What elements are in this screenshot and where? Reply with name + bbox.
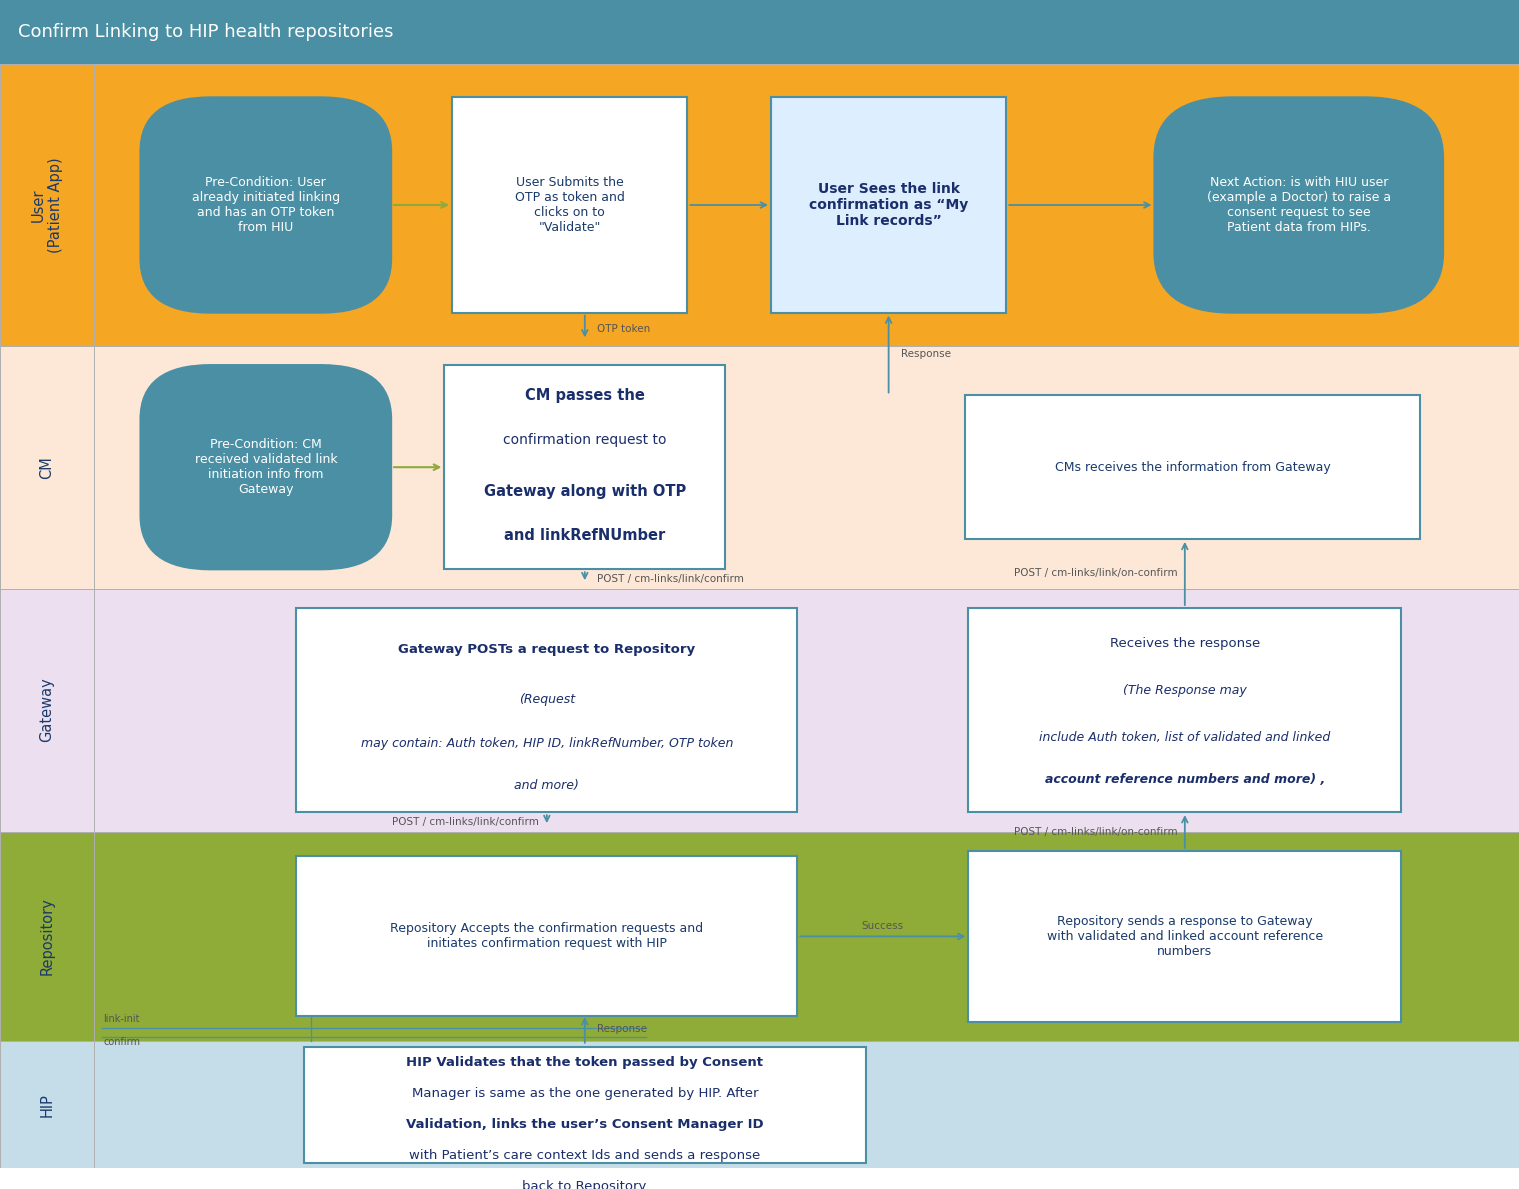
FancyBboxPatch shape bbox=[140, 365, 390, 570]
FancyBboxPatch shape bbox=[0, 589, 1519, 831]
Text: Pre-Condition: CM
received validated link
initiation info from
Gateway: Pre-Condition: CM received validated lin… bbox=[194, 439, 337, 496]
Text: Repository sends a response to Gateway
with validated and linked account referen: Repository sends a response to Gateway w… bbox=[1047, 914, 1323, 958]
Text: Repository Accepts the confirmation requests and
initiates confirmation request : Repository Accepts the confirmation requ… bbox=[390, 923, 703, 950]
Text: Gateway along with OTP: Gateway along with OTP bbox=[483, 484, 687, 499]
Text: POST / cm-links/link/on-confirm: POST / cm-links/link/on-confirm bbox=[1013, 568, 1177, 579]
Text: HIP: HIP bbox=[39, 1093, 55, 1116]
Text: Validation, links the user’s Consent Manager ID: Validation, links the user’s Consent Man… bbox=[406, 1118, 764, 1131]
FancyBboxPatch shape bbox=[296, 608, 797, 812]
FancyBboxPatch shape bbox=[0, 346, 1519, 589]
FancyBboxPatch shape bbox=[0, 1042, 94, 1169]
Text: Response: Response bbox=[901, 350, 951, 359]
FancyBboxPatch shape bbox=[969, 608, 1402, 812]
Text: Pre-Condition: User
already initiated linking
and has an OTP token
from HIU: Pre-Condition: User already initiated li… bbox=[191, 176, 340, 234]
FancyBboxPatch shape bbox=[296, 856, 797, 1017]
Text: back to Repository.: back to Repository. bbox=[521, 1179, 649, 1189]
Text: CMs receives the information from Gateway: CMs receives the information from Gatewa… bbox=[1054, 460, 1331, 473]
Text: POST / cm-links/link/confirm: POST / cm-links/link/confirm bbox=[392, 817, 539, 826]
FancyBboxPatch shape bbox=[140, 97, 390, 313]
Text: confirm: confirm bbox=[103, 1037, 140, 1046]
FancyBboxPatch shape bbox=[965, 396, 1420, 539]
FancyBboxPatch shape bbox=[969, 851, 1402, 1023]
Text: Confirm Linking to HIP health repositories: Confirm Linking to HIP health repositori… bbox=[18, 23, 393, 42]
Text: Manager is same as the one generated by HIP. After: Manager is same as the one generated by … bbox=[412, 1087, 758, 1100]
FancyBboxPatch shape bbox=[304, 1046, 866, 1163]
Text: Success: Success bbox=[861, 920, 904, 931]
Text: and more): and more) bbox=[515, 779, 579, 792]
Text: (Request: (Request bbox=[519, 692, 574, 705]
FancyBboxPatch shape bbox=[1154, 97, 1443, 313]
Text: Repository: Repository bbox=[39, 898, 55, 975]
Text: confirmation request to: confirmation request to bbox=[503, 433, 667, 447]
FancyBboxPatch shape bbox=[444, 365, 726, 570]
FancyBboxPatch shape bbox=[0, 1042, 1519, 1169]
Text: Gateway POSTs a request to Repository: Gateway POSTs a request to Repository bbox=[398, 643, 696, 656]
FancyBboxPatch shape bbox=[0, 346, 94, 589]
FancyBboxPatch shape bbox=[0, 64, 94, 346]
Text: and linkRefNUmber: and linkRefNUmber bbox=[504, 528, 665, 543]
Text: POST / cm-links/link/confirm: POST / cm-links/link/confirm bbox=[597, 574, 744, 584]
Text: (The Response may: (The Response may bbox=[1123, 684, 1247, 697]
FancyBboxPatch shape bbox=[0, 0, 1519, 64]
Text: POST / cm-links/link/on-confirm: POST / cm-links/link/on-confirm bbox=[1013, 826, 1177, 837]
Text: Next Action: is with HIU user
(example a Doctor) to raise a
consent request to s: Next Action: is with HIU user (example a… bbox=[1206, 176, 1391, 234]
FancyBboxPatch shape bbox=[0, 831, 94, 1042]
Text: link-init: link-init bbox=[103, 1013, 140, 1024]
Text: OTP token: OTP token bbox=[597, 325, 650, 334]
Text: CM passes the: CM passes the bbox=[526, 388, 644, 403]
FancyBboxPatch shape bbox=[453, 97, 687, 313]
FancyBboxPatch shape bbox=[0, 64, 1519, 346]
FancyBboxPatch shape bbox=[0, 831, 1519, 1042]
Text: with Patient’s care context Ids and sends a response: with Patient’s care context Ids and send… bbox=[409, 1149, 761, 1162]
Text: User Submits the
OTP as token and
clicks on to
"Validate": User Submits the OTP as token and clicks… bbox=[515, 176, 624, 234]
Text: User Sees the link
confirmation as “My
Link records”: User Sees the link confirmation as “My L… bbox=[810, 182, 968, 228]
Text: Response: Response bbox=[597, 1024, 647, 1034]
Text: Receives the response: Receives the response bbox=[1110, 637, 1259, 650]
Text: account reference numbers and more) ,: account reference numbers and more) , bbox=[1045, 773, 1325, 786]
FancyBboxPatch shape bbox=[770, 97, 1006, 313]
FancyBboxPatch shape bbox=[0, 589, 94, 831]
Text: include Auth token, list of validated and linked: include Auth token, list of validated an… bbox=[1039, 731, 1331, 744]
Text: Gateway: Gateway bbox=[39, 678, 55, 742]
Text: CM: CM bbox=[39, 455, 55, 479]
Text: HIP Validates that the token passed by Consent: HIP Validates that the token passed by C… bbox=[406, 1056, 764, 1069]
Text: User
(Patient App): User (Patient App) bbox=[30, 157, 64, 253]
Text: may contain: Auth token, HIP ID, linkRefNumber, OTP token: may contain: Auth token, HIP ID, linkRef… bbox=[360, 737, 734, 750]
